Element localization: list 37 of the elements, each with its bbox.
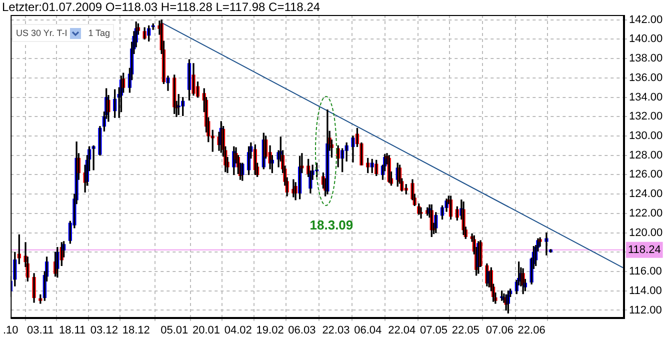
x-tick-label: 07.05 xyxy=(420,324,448,337)
x-tick-label: .10 xyxy=(2,324,18,337)
y-tick-label: 114.00 xyxy=(629,284,662,297)
x-tick-label: 19.02 xyxy=(256,324,284,337)
y-tick-label: 124.00 xyxy=(629,188,663,200)
x-tick-label: 20.01 xyxy=(192,324,220,337)
annotation: 1 Tag xyxy=(88,28,110,38)
x-tick-label: 05.01 xyxy=(160,324,188,337)
y-tick-label: 132.00 xyxy=(629,110,663,123)
chart-title: Letzter:01.07.2009 O=118.03 H=118.28 L=117.98 C=118.24 xyxy=(2,0,320,14)
y-tick-label: 138.00 xyxy=(629,52,663,65)
y-tick-label: 120.00 xyxy=(629,226,663,239)
y-tick-label: 140.00 xyxy=(629,33,663,46)
x-tick-label: 06.04 xyxy=(354,324,382,337)
x-tick-label: 22.06 xyxy=(518,324,546,337)
x-tick-label: 06.03 xyxy=(288,324,316,337)
y-tick-label: 142.00 xyxy=(629,14,663,26)
y-tick-label: 112.00 xyxy=(629,304,662,316)
y-tick-label: 128.00 xyxy=(629,149,663,162)
x-tick-label: 04.02 xyxy=(224,324,252,337)
x-tick-label: 22.04 xyxy=(388,324,416,337)
y-tick-label: 136.00 xyxy=(629,72,663,84)
x-tick-label: 03.12 xyxy=(90,324,118,337)
y-tick-label: 122.00 xyxy=(629,207,663,220)
x-tick-label: 03.11 xyxy=(27,324,54,337)
y-tick-label: 116.00 xyxy=(629,266,662,278)
y-tick-label: 126.00 xyxy=(629,168,663,181)
ref-line-label: 118.24 xyxy=(628,244,661,256)
x-tick-label: 22.03 xyxy=(322,324,350,337)
y-tick-label: 134.00 xyxy=(629,91,663,104)
annotation: 18.3.09 xyxy=(310,218,354,233)
x-tick-label: 18.11 xyxy=(58,324,86,337)
x-tick-label: 18.12 xyxy=(122,324,150,337)
x-tick-label: 07.06 xyxy=(486,324,514,337)
y-tick-label: 130.00 xyxy=(629,130,663,142)
x-tick-label: 22.05 xyxy=(452,324,480,337)
annotation: US 30 Yr. T-I xyxy=(16,28,68,38)
